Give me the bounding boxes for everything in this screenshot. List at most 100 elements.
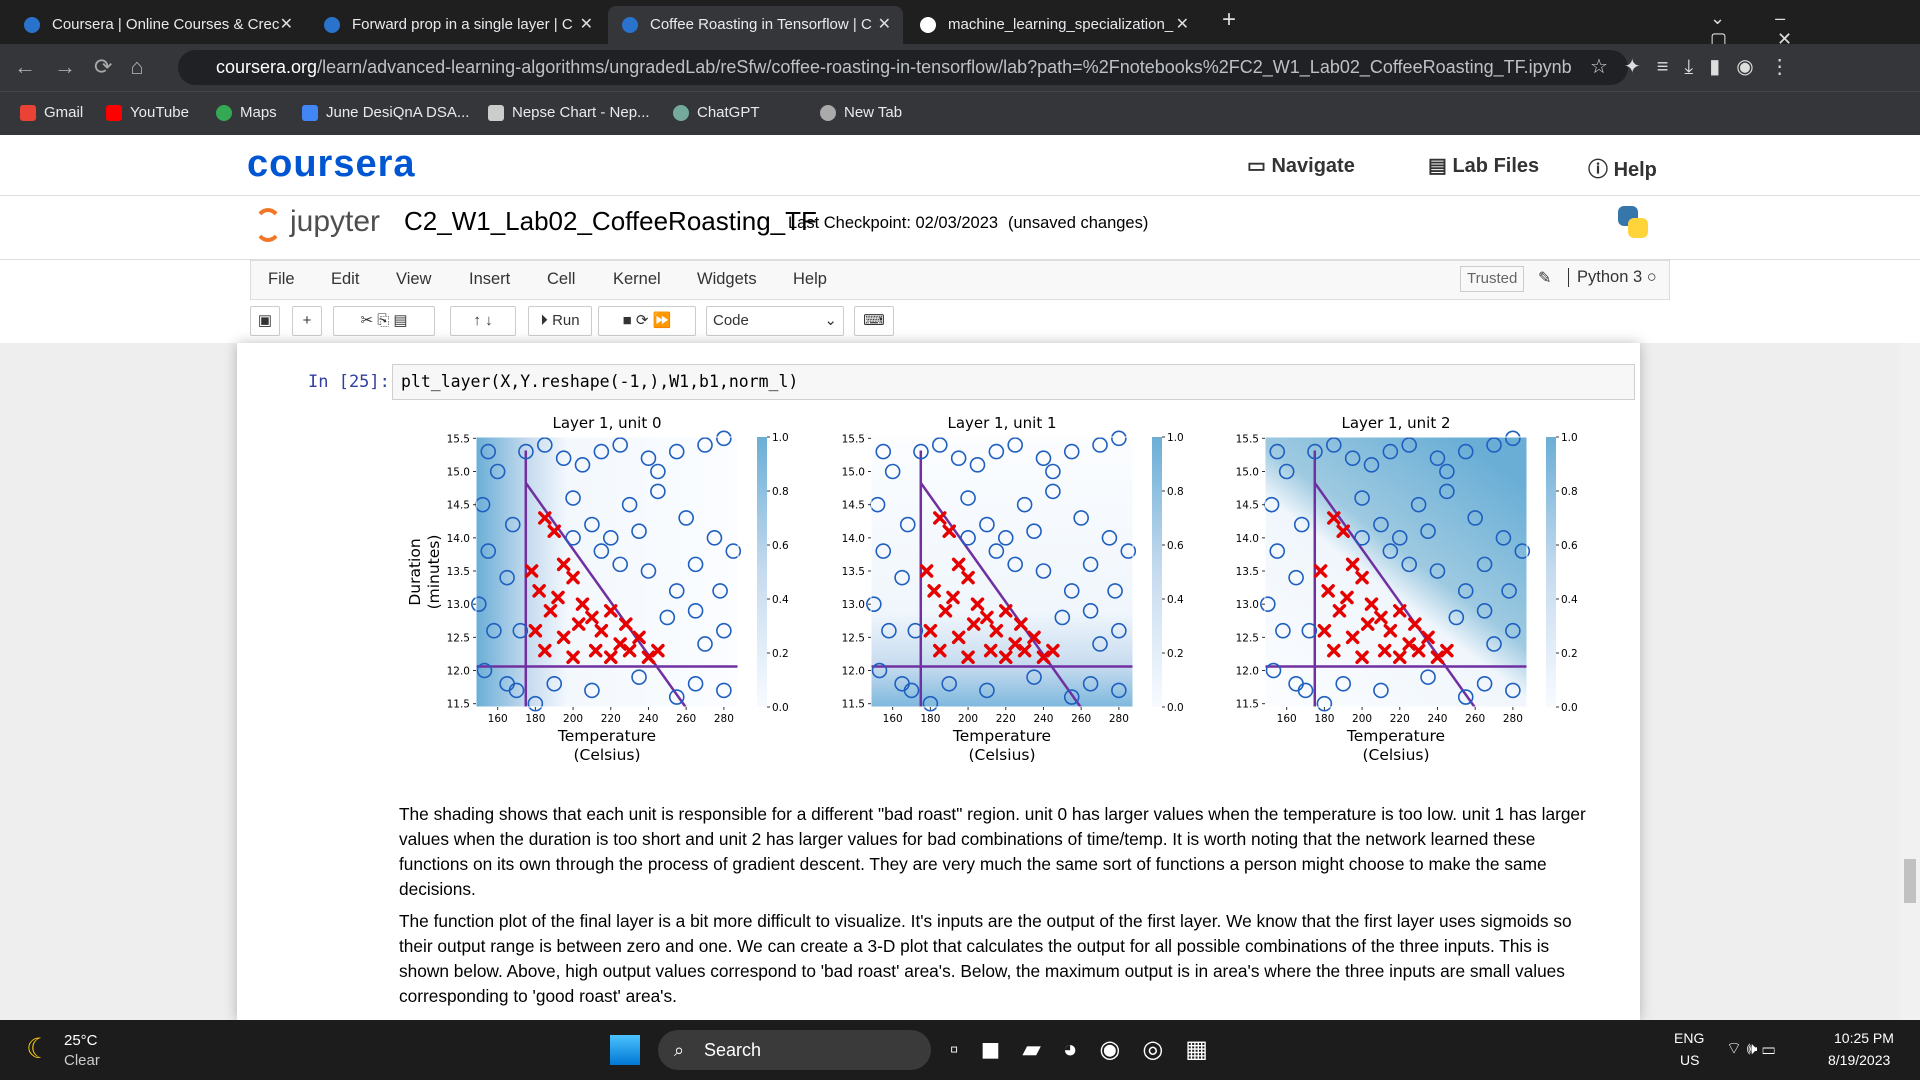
cell-type: Code [713, 312, 749, 329]
good-roast-point [875, 543, 892, 559]
y-tick-label: 15.0 [447, 466, 470, 478]
bad-roast-point [551, 590, 565, 605]
start-button[interactable] [610, 1035, 640, 1065]
cell-type-select[interactable]: Code ⌄ [706, 306, 844, 336]
good-roast-point [584, 516, 600, 533]
tab-title: Coffee Roasting in Tensorflow | C [650, 16, 872, 33]
bookmark[interactable]: Nepse Chart - Nep... [488, 104, 650, 121]
new-tab[interactable]: + [1222, 6, 1237, 33]
menu-item[interactable]: Kernel [613, 270, 661, 288]
y-tick-label: 11.5 [1236, 699, 1259, 711]
bookmarks-bar: Gmail YouTube Maps June DesiQnA DSA... N… [0, 91, 1920, 135]
good-roast-point [1026, 523, 1042, 540]
bad-roast-point [1327, 643, 1341, 658]
bad-roast-point [594, 623, 609, 638]
good-roast-point [1467, 510, 1483, 526]
url-path: /learn/advanced-learning-algorithms/ungr… [317, 57, 1572, 77]
x-axis-label: Temperature [557, 727, 656, 745]
keyboard-button[interactable]: ⌨ [854, 306, 894, 336]
tab[interactable]: machine_learning_specialization_ ✕ [906, 6, 1201, 44]
menu-item[interactable]: Insert [469, 270, 511, 288]
nav-item[interactable]: ⓘ Help [1588, 159, 1657, 181]
good-roast-point [866, 596, 882, 612]
bookmark[interactable]: New Tab [820, 104, 902, 121]
tray-icons[interactable]: ⌔ 🕪 ▭ [1726, 1039, 1776, 1058]
menu-item[interactable]: Help [793, 270, 827, 288]
bookmark[interactable]: Maps [216, 104, 277, 121]
toolbar-icons[interactable]: ☆✦≡⤓▮◉⋮ [1590, 56, 1806, 78]
bookmark[interactable]: June DesiQnA DSA... [302, 104, 469, 121]
bad-roast-point [538, 643, 552, 658]
trusted-badge[interactable]: Trusted [1460, 266, 1525, 292]
good-roast-point [1505, 430, 1521, 447]
good-roast-point [960, 490, 976, 506]
menu-item[interactable]: File [268, 270, 295, 288]
clipboard-buttons[interactable]: ✂ ⎘ ▤ [333, 306, 435, 336]
tab-strip: Coursera | Online Courses & Crec ✕ Forwar… [0, 0, 1920, 49]
boundary-line [1313, 482, 1476, 708]
good-roast-point [1505, 622, 1521, 639]
menu-item[interactable]: Cell [547, 270, 576, 288]
bad-roast-point [942, 524, 956, 538]
bad-roast-point [1008, 637, 1022, 651]
bad-roast-point [1017, 643, 1032, 658]
tab[interactable]: Coffee Roasting in Tensorflow | C ✕ [608, 6, 903, 44]
good-roast-point [1111, 682, 1127, 699]
run-button[interactable]: ⏵ Run [528, 306, 592, 336]
bad-roast-point [961, 650, 975, 664]
colorbar [1546, 437, 1556, 707]
move-buttons[interactable]: ↑ ↓ [450, 306, 516, 336]
good-roast-point [640, 563, 657, 579]
bookmark[interactable]: ChatGPT [673, 104, 760, 121]
bad-roast-point [1317, 623, 1332, 638]
jupyter-logo[interactable]: jupyter [290, 205, 381, 238]
tab[interactable]: Coursera | Online Courses & Crec ✕ [10, 6, 305, 44]
axes-frame [1264, 436, 1528, 708]
bad-roast-point [571, 617, 586, 631]
menu-item[interactable]: Edit [331, 270, 360, 288]
url-host: coursera.org [216, 57, 318, 77]
good-roast-point [871, 662, 888, 679]
x-axis-label: Temperature [952, 727, 1051, 745]
y-tick-label: 14.5 [842, 500, 865, 512]
menu-item[interactable]: Widgets [697, 270, 757, 288]
kernel-buttons[interactable]: ■ ⟳ ⏩ [598, 306, 696, 336]
good-roast-point [1007, 437, 1023, 453]
good-roast-point [1035, 563, 1052, 579]
save-button[interactable]: ▣ [250, 306, 280, 336]
good-roast-point [631, 669, 647, 685]
x-tick-label: 160 [488, 713, 508, 725]
good-roast-point [960, 530, 976, 546]
nav-item[interactable]: ▭ Navigate [1247, 155, 1355, 177]
colorbar-tick-label: 0.2 [1167, 648, 1184, 660]
good-roast-point [1391, 530, 1408, 546]
nav-item[interactable]: ▤ Lab Files [1428, 155, 1540, 177]
coursera-logo[interactable]: coursera [247, 143, 416, 185]
bad-roast-point [1360, 617, 1375, 631]
add-cell-button[interactable]: + [292, 306, 322, 336]
edit-icon[interactable]: ✎ [1538, 270, 1552, 287]
notebook-name[interactable]: C2_W1_Lab02_CoffeeRoasting_TF [404, 206, 817, 236]
url-field[interactable]: coursera.org/learn/advanced-learning-alg… [178, 50, 1628, 85]
menu-item[interactable]: View [396, 270, 432, 288]
bad-roast-point [1355, 650, 1369, 664]
nav-buttons[interactable]: ←→⟳⌂ [14, 54, 162, 79]
run-label: Run [552, 312, 580, 329]
y-tick-label: 13.5 [842, 566, 865, 578]
tab[interactable]: Forward prop in a single layer | C ✕ [310, 6, 605, 44]
good-roast-point [1457, 583, 1474, 599]
good-roast-point [512, 622, 529, 639]
tab-title: Coursera | Online Courses & Crec [52, 16, 280, 33]
bad-roast-point [622, 643, 637, 658]
bookmark[interactable]: YouTube [106, 104, 189, 121]
taskbar-apps[interactable]: ▫◼▰◕◉◎▦ [950, 1036, 1230, 1063]
bookmark[interactable]: Gmail [20, 104, 83, 121]
scrollbar[interactable] [1900, 343, 1920, 1020]
good-roast-point [1325, 437, 1342, 453]
cell-prompt: In [25]: [308, 372, 390, 392]
code-input[interactable]: plt_layer(X,Y.reshape(-1,),W1,b1,norm_l) [392, 364, 1635, 400]
y-tick-label: 13.0 [447, 599, 470, 611]
good-roast-point [941, 675, 958, 692]
search-box[interactable]: ⌕ Search [658, 1030, 931, 1070]
